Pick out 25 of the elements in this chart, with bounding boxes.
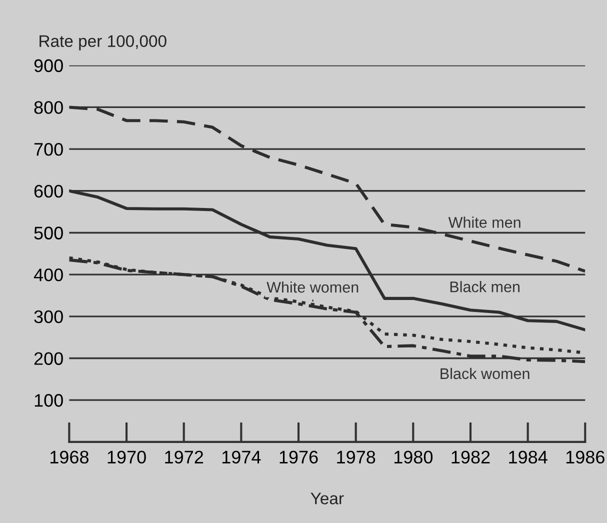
x-axis-title: Year — [310, 492, 344, 504]
y-tick-label: 600 — [34, 184, 63, 198]
y-tick-label: 100 — [34, 394, 63, 407]
x-tick-label: 1986 — [566, 450, 604, 464]
y-tick-label: 200 — [34, 352, 63, 365]
x-tick-label: 1968 — [50, 450, 88, 464]
x-tick-label: 1976 — [280, 450, 318, 464]
series-label: Black men — [450, 281, 520, 292]
y-axis-title: Rate per 100,000 — [40, 35, 166, 50]
y-tick-label: 900 — [34, 59, 63, 72]
y-tick-label: 800 — [34, 101, 63, 114]
x-tick-label: 1978 — [337, 450, 376, 464]
x-tick-label: 1970 — [108, 450, 146, 464]
series-label: Black women — [440, 368, 530, 380]
y-tick-label: 400 — [34, 268, 63, 282]
series-label: White women — [266, 281, 358, 293]
y-tick-label: 700 — [34, 142, 63, 156]
x-tick-label: 1982 — [452, 450, 490, 464]
x-tick-label: 1972 — [165, 450, 204, 464]
x-tick-label: 1980 — [394, 450, 433, 464]
x-tick-label: 1974 — [222, 450, 261, 464]
y-tick-label: 300 — [34, 310, 63, 324]
y-tick-label: 500 — [34, 226, 63, 240]
x-tick-label: 1984 — [509, 450, 548, 464]
series-label: White men — [448, 216, 520, 228]
